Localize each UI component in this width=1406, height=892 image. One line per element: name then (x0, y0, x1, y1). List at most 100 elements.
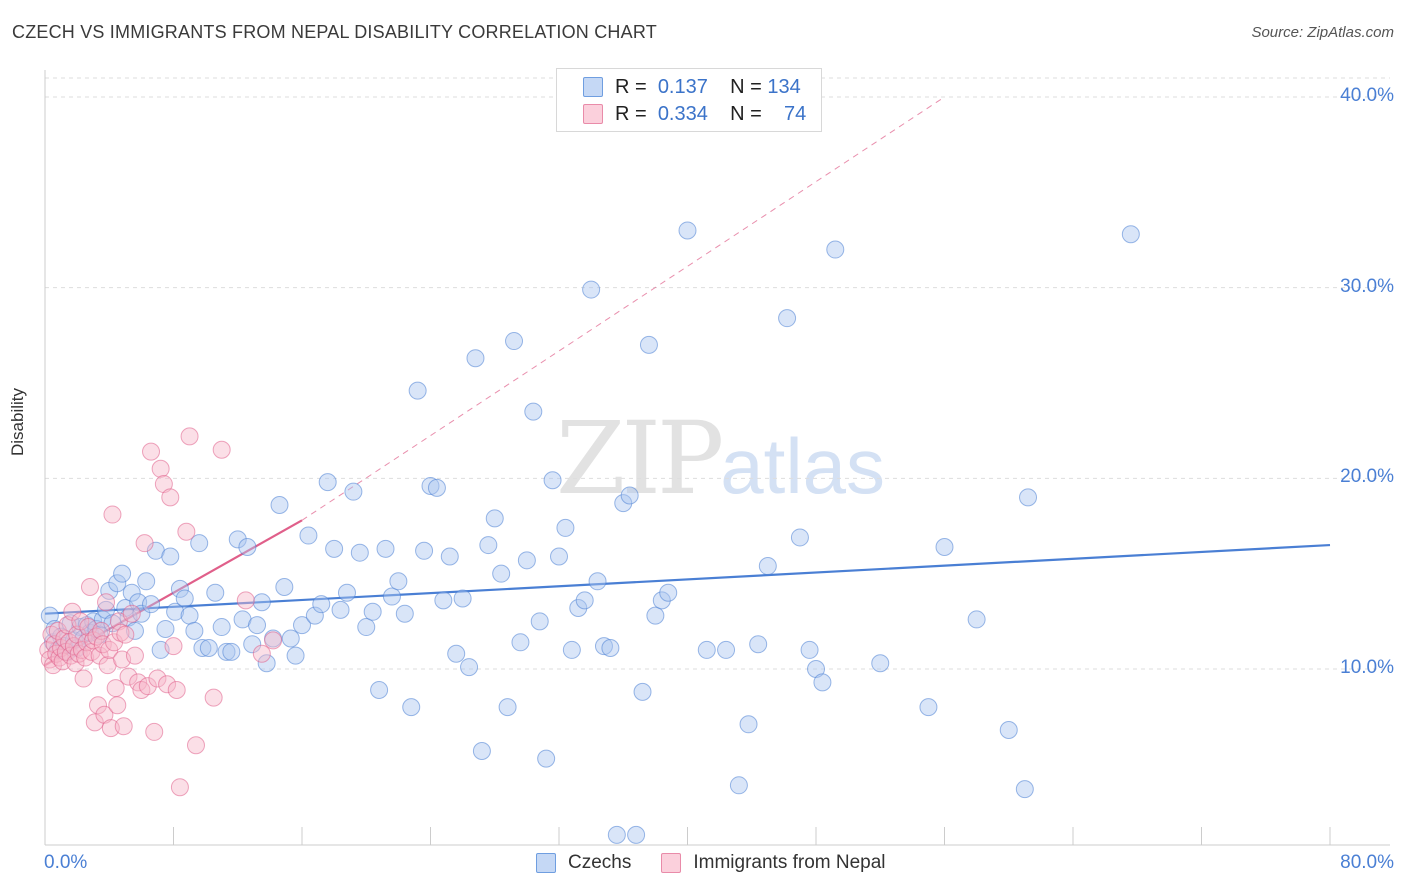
data-point (357, 618, 376, 637)
data-point (44, 656, 63, 675)
data-point (415, 541, 434, 560)
data-point (158, 675, 177, 694)
data-point (434, 591, 453, 610)
data-point (74, 669, 93, 688)
legend-row-nepal: R = 0.334 N = 74 (583, 103, 806, 125)
data-point (485, 509, 504, 528)
data-point (472, 741, 491, 760)
data-point (389, 572, 408, 591)
data-point (116, 625, 135, 644)
data-point (199, 639, 218, 658)
data-point (363, 602, 382, 621)
data-point (395, 604, 414, 623)
data-point (185, 621, 204, 640)
trend-lines (44, 96, 1331, 667)
data-point (180, 427, 199, 446)
data-point (376, 539, 395, 558)
data-point (170, 579, 189, 598)
data-point (156, 619, 175, 638)
chart-title: CZECH VS IMMIGRANTS FROM NEPAL DISABILIT… (12, 22, 657, 42)
data-point (252, 593, 271, 612)
data-point (145, 722, 164, 741)
data-point (166, 602, 185, 621)
legend-r-value: 0.334 (657, 102, 708, 125)
data-point (408, 381, 427, 400)
data-point (550, 547, 568, 566)
axes (44, 70, 1390, 846)
data-points (39, 221, 1140, 844)
data-point (1121, 225, 1140, 244)
data-point (125, 646, 144, 665)
data-point (370, 680, 389, 699)
legend-r-label: R = (615, 75, 647, 98)
data-point (402, 698, 421, 717)
data-point (382, 587, 401, 606)
legend-swatch-nepal (583, 104, 603, 124)
data-point (601, 639, 620, 658)
data-point (93, 610, 112, 629)
data-point (252, 644, 271, 663)
data-point (206, 583, 225, 602)
trend-line (301, 96, 945, 521)
data-point (620, 486, 639, 505)
legend-n-label: N = (730, 102, 762, 125)
data-point (800, 640, 819, 659)
data-point (498, 698, 517, 717)
data-point (85, 713, 104, 732)
data-point (1015, 780, 1034, 799)
series-nepal (39, 427, 283, 797)
data-point (77, 633, 96, 652)
data-point (137, 572, 156, 591)
data-point (556, 518, 575, 537)
data-point (325, 539, 344, 558)
data-point (122, 604, 141, 623)
data-point (204, 688, 223, 707)
bottom-legend-label-czechs: Czechs (568, 852, 632, 873)
legend-row-czechs: R = 0.137 N = 134 (583, 76, 801, 98)
data-point (524, 402, 543, 421)
data-point (678, 221, 697, 240)
data-point (967, 610, 986, 629)
data-point (505, 332, 524, 351)
data-point (125, 621, 144, 640)
data-point (919, 698, 938, 717)
y-tick-label: 40.0% (1340, 85, 1394, 106)
data-point (614, 494, 633, 513)
data-point (193, 639, 212, 658)
data-point (460, 658, 479, 677)
data-point (135, 534, 154, 553)
data-point (778, 309, 797, 328)
data-point (177, 522, 196, 541)
data-point (270, 496, 289, 515)
data-point (575, 591, 594, 610)
bottom-legend-swatch-nepal (661, 853, 682, 873)
data-point (331, 600, 350, 619)
data-point (293, 616, 311, 635)
data-point (180, 606, 199, 625)
data-point (299, 526, 318, 545)
data-point (161, 547, 180, 566)
data-point (659, 583, 678, 602)
legend-n-value: 74 (784, 102, 807, 125)
data-point (222, 642, 241, 661)
data-point (264, 631, 283, 650)
data-point (312, 595, 331, 614)
data-point (537, 749, 556, 768)
data-point (186, 736, 205, 755)
data-point (739, 715, 758, 734)
data-point (286, 646, 305, 665)
x-tick-label-max: 80.0% (1340, 852, 1394, 873)
data-point (167, 680, 186, 699)
data-point (639, 335, 658, 354)
data-point (569, 598, 588, 617)
watermark-atlas: atlas (720, 422, 886, 510)
data-point (212, 440, 231, 459)
data-point (48, 621, 67, 640)
data-point (479, 536, 498, 555)
x-tick-label-min: 0.0% (44, 852, 88, 873)
data-point (758, 557, 777, 576)
data-point (87, 627, 106, 646)
data-point (447, 644, 466, 663)
data-point (749, 635, 768, 654)
